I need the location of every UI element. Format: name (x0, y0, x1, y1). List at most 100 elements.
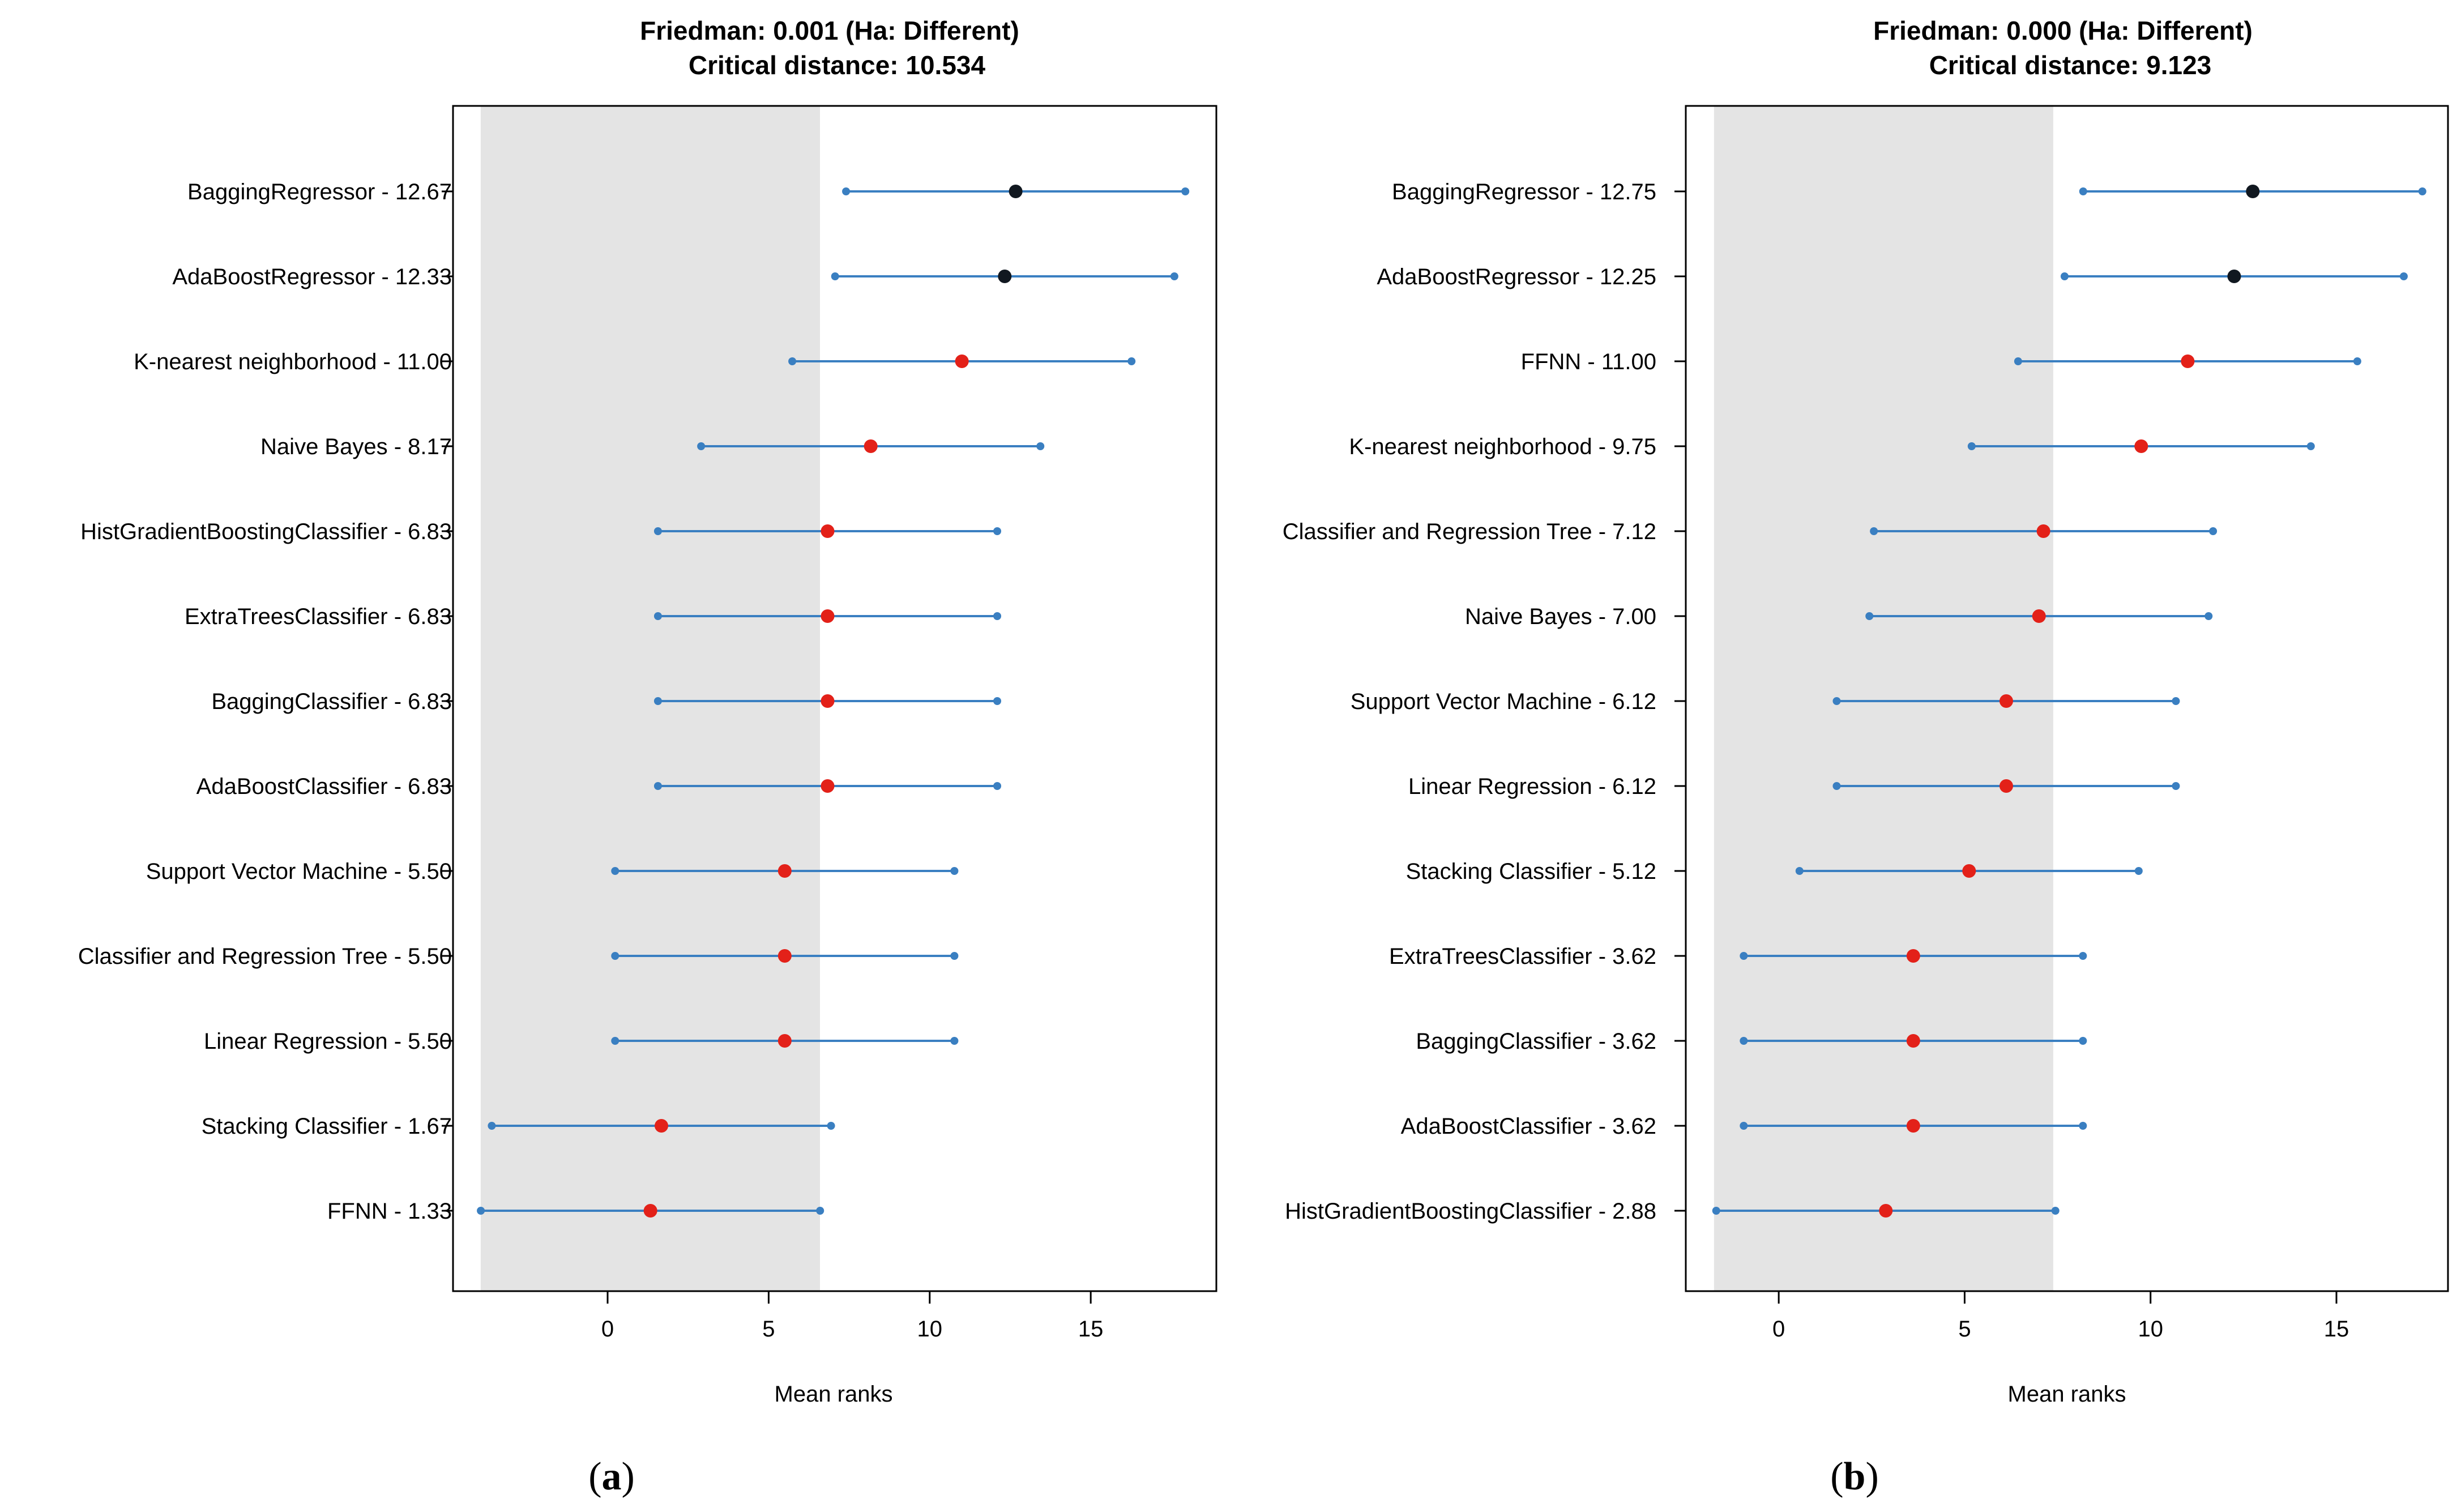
panel-a-mean-rank-point (864, 439, 878, 453)
panel-b-interval-high-point (2306, 442, 2315, 450)
panel-b-row-label: AdaBoostClassifier - 3.62 (1401, 1114, 1656, 1139)
panel-b-interval-low-point (2014, 357, 2022, 365)
panel-b-row-label: ExtraTreesClassifier - 3.62 (1389, 944, 1656, 969)
panel-b-row-label: Naive Bayes - 7.00 (1465, 604, 1656, 629)
panel-b-interval-low-point (1832, 782, 1841, 790)
panel-a-interval-high-point (816, 1207, 824, 1215)
panel-b-mean-rank-point (1906, 1034, 1920, 1048)
panel-a-mean-rank-point (998, 270, 1012, 283)
panel-b-interval-low-point (1832, 697, 1841, 705)
panel-a-interval-low-point (611, 867, 619, 875)
panel-a-mean-rank-point (643, 1204, 657, 1218)
panel-a-x-tick-label-15: 15 (1078, 1317, 1104, 1342)
panel-a-mean-rank-point (777, 864, 792, 878)
panel-a-row-label: Linear Regression - 5.50 (204, 1029, 452, 1054)
panel-a-interval-high-point (950, 952, 959, 960)
panel-b-interval-high-point (2172, 697, 2180, 705)
panel-b-mean-rank-point (1879, 1204, 1893, 1218)
panel-a-interval-low-point (477, 1207, 485, 1215)
panel-a-interval-high-point (1170, 272, 1178, 280)
panel-b-mean-rank-point (2246, 185, 2260, 198)
panel-b-interval-high-point (2079, 952, 2087, 960)
panel-b-caption-letter: b (1844, 1455, 1866, 1498)
panel-a-x-tick-label-0: 0 (601, 1317, 614, 1342)
panel-a-interval-low-point (842, 187, 851, 195)
panel-b-mean-rank-point (1962, 864, 1976, 878)
panel-b-interval-low-point (1967, 442, 1976, 450)
panel-b-row-label: Stacking Classifier - 5.12 (1406, 859, 1656, 884)
panel-a-interval-low-point (697, 442, 706, 450)
panel-b-critical-region (1714, 106, 2053, 1291)
panel-b-mean-rank-point (2227, 270, 2241, 283)
panel-b-title: Friedman: 0.000 (Ha: Different) (1873, 16, 2253, 45)
panel-a-row-label: ExtraTreesClassifier - 6.83 (185, 604, 452, 629)
panel-a-interval-high-point (993, 697, 1002, 705)
panel-b-mean-rank-point (1906, 949, 1920, 963)
panel-b-interval-high-point (2134, 867, 2143, 875)
panel-b-plot-frame (1685, 105, 2449, 1292)
panel-a-row-label: Naive Bayes - 8.17 (260, 434, 452, 459)
panel-a-critical-region (480, 106, 821, 1291)
panel-b-interval-low-point (1795, 867, 1804, 875)
panel-b-mean-rank-point (2032, 609, 2046, 623)
panel-b-interval-high-point (2353, 357, 2361, 365)
panel-a-interval-high-point (1181, 187, 1190, 195)
panel-b-interval-high-point (2209, 527, 2218, 535)
panel-b-x-tick-label-10: 10 (2138, 1317, 2163, 1342)
panel-b-interval-low-point (1740, 952, 1748, 960)
panel-a-interval-low-point (653, 697, 662, 705)
panel-a-mean-rank-point (777, 949, 792, 963)
panel-a-mean-rank-point (821, 524, 835, 538)
panel-b-row-label: Support Vector Machine - 6.12 (1351, 689, 1656, 714)
panel-a-row-label: Classifier and Regression Tree - 5.50 (78, 944, 452, 969)
panel-b-row-label: Linear Regression - 6.12 (1408, 774, 1656, 799)
panel-a-mean-rank-point (821, 779, 835, 793)
panel-a-interval-low-point (611, 952, 619, 960)
panel-a-row-label: K-nearest neighborhood - 11.00 (134, 349, 452, 374)
panel-a-interval-low-point (831, 272, 839, 280)
panel-b-interval-high-point (2399, 272, 2408, 280)
panel-a-interval-high-point (1127, 357, 1136, 365)
panel-b-x-axis-title: Mean ranks (2008, 1382, 2126, 1407)
panel-a-caption-letter: a (602, 1455, 622, 1498)
panel-a-row-label: Stacking Classifier - 1.67 (202, 1114, 452, 1139)
panel-b: Friedman: 0.000 (Ha: Different) Critical… (1283, 16, 2449, 1498)
panel-a: Friedman: 0.001 (Ha: Different) Critical… (78, 16, 1217, 1498)
panel-b-mean-rank-point (1999, 694, 2013, 708)
panel-a-title: Friedman: 0.001 (Ha: Different) (640, 16, 1019, 45)
panel-b-caption: (b) (1830, 1455, 1879, 1498)
panel-b-interval-high-point (2172, 782, 2180, 790)
panel-a-interval-low-point (653, 612, 662, 620)
panel-b-interval-high-point (2079, 1037, 2087, 1045)
panel-a-x-tick-label-10: 10 (917, 1317, 943, 1342)
panel-a-x-tick-label-5: 5 (762, 1317, 775, 1342)
panel-b-row-label: K-nearest neighborhood - 9.75 (1349, 434, 1656, 459)
panel-b-interval-high-point (2204, 612, 2213, 620)
panel-b-row-label: BaggingClassifier - 3.62 (1416, 1029, 1656, 1054)
panel-b-mean-rank-point (2134, 439, 2148, 453)
panel-b-x-tick-label-15: 15 (2324, 1317, 2349, 1342)
panel-a-mean-rank-point (955, 354, 969, 368)
panel-b-interval-low-point (1740, 1037, 1748, 1045)
panel-b-row-label: BaggingRegressor - 12.75 (1392, 180, 1656, 204)
panel-a-interval-high-point (1036, 442, 1045, 450)
panel-a-interval-low-point (488, 1122, 496, 1130)
panel-a-row-label: FFNN - 1.33 (327, 1199, 452, 1224)
panel-a-interval-high-point (950, 1037, 959, 1045)
panel-a-caption: (a) (588, 1455, 635, 1498)
panel-b-subtitle: Critical distance: 9.123 (1929, 50, 2212, 80)
panel-a-x-axis-title: Mean ranks (775, 1382, 893, 1407)
panel-b-interval-high-point (2079, 1122, 2087, 1130)
panel-b-interval-low-point (1740, 1122, 1748, 1130)
panel-a-row-label: BaggingRegressor - 12.67 (187, 180, 452, 204)
panel-a-mean-rank-point (821, 694, 835, 708)
panel-a-interval-high-point (993, 782, 1002, 790)
panel-a-row-label: AdaBoostRegressor - 12.33 (172, 264, 452, 289)
panel-b-x-tick-label-0: 0 (1772, 1317, 1785, 1342)
panel-a-interval-high-point (993, 612, 1002, 620)
panel-b-row-label: HistGradientBoostingClassifier - 2.88 (1285, 1199, 1656, 1224)
panel-b-mean-rank-point (1906, 1119, 1920, 1133)
panel-a-interval-low-point (653, 782, 662, 790)
